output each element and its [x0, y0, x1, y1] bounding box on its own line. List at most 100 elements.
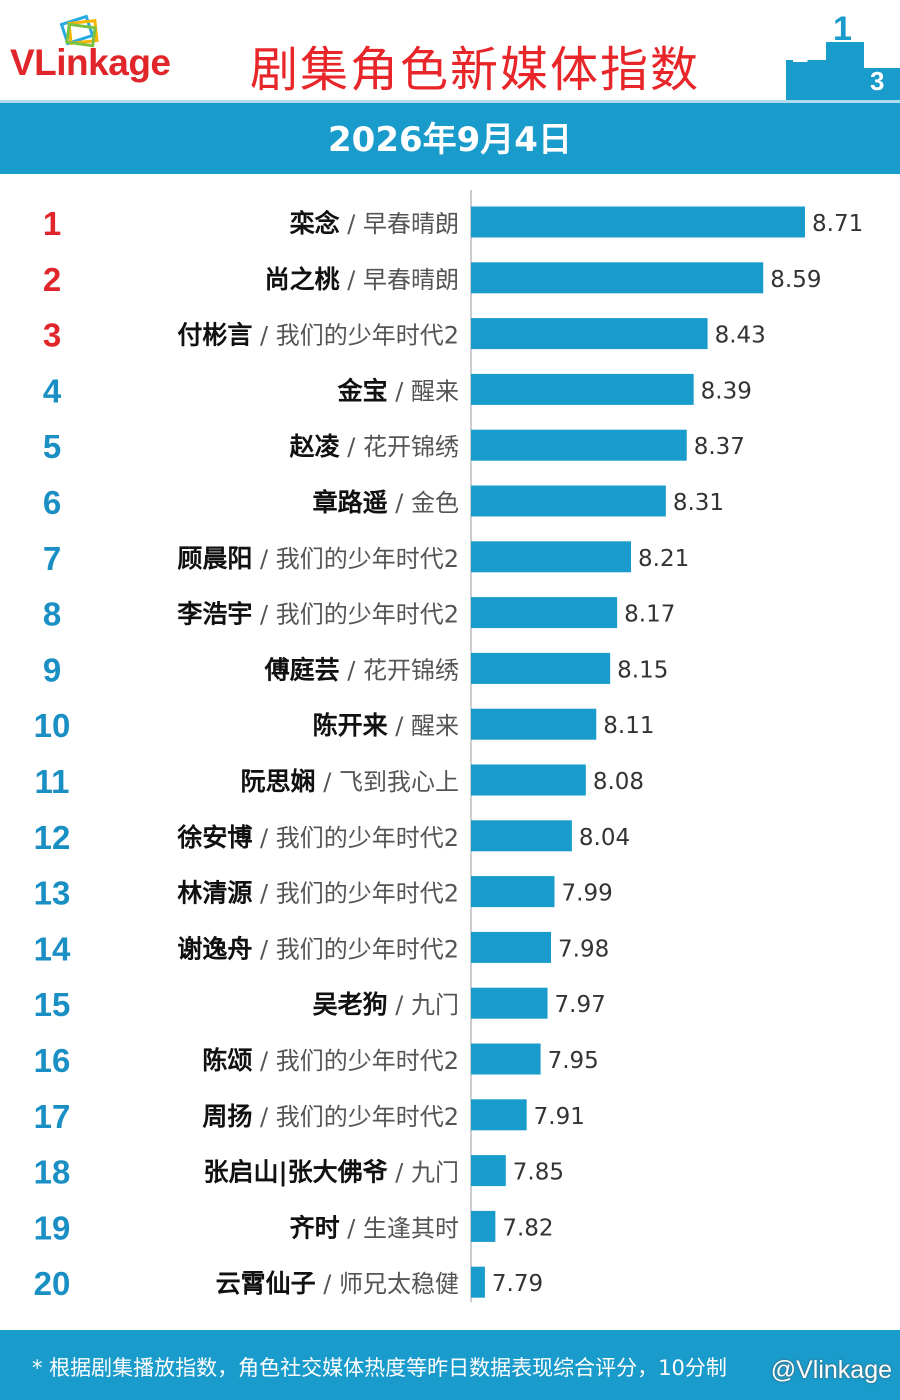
label-separator: / [340, 1214, 363, 1242]
value-label: 8.39 [701, 378, 752, 404]
rank-number: 6 [43, 484, 61, 521]
show-name: 早春晴朗 [363, 210, 459, 238]
bar [471, 485, 666, 517]
rank-number: 4 [43, 372, 62, 409]
bar [471, 708, 597, 740]
value-label: 7.91 [534, 1104, 585, 1130]
row-label: 栾念 / 早春晴朗 [289, 209, 459, 238]
label-separator: / [340, 266, 363, 294]
footer: * 根据剧集播放指数，角色社交媒体热度等昨日数据表现综合评分，10分制 @Vli… [0, 1330, 900, 1400]
rank-number: 14 [34, 930, 71, 967]
row-label: 章路遥 / 金色 [313, 488, 459, 517]
bar [471, 876, 555, 908]
character-name: 章路遥 [313, 488, 388, 517]
row-label: 林清源 / 我们的少年时代2 [177, 879, 459, 908]
value-label: 8.59 [770, 267, 821, 293]
value-label: 8.21 [638, 546, 689, 572]
bar [471, 1043, 541, 1075]
rank-number: 7 [43, 540, 61, 577]
rank-number: 16 [34, 1042, 71, 1079]
value-label: 7.95 [548, 1048, 599, 1074]
date-label: 2026年9月4日 [328, 120, 572, 160]
value-label: 8.11 [603, 713, 654, 739]
character-name: 齐时 [290, 1213, 340, 1242]
bar [471, 541, 632, 573]
bar [471, 373, 694, 405]
character-name: 张启山|张大佛爷 [204, 1158, 389, 1187]
label-separator: / [340, 656, 363, 684]
row-label: 吴老狗 / 九门 [313, 990, 459, 1019]
logo-frames-icon [59, 14, 99, 48]
show-name: 九门 [411, 991, 459, 1019]
label-separator: / [316, 1270, 339, 1298]
row-label: 云霄仙子 / 师兄太稳健 [216, 1269, 459, 1298]
footnote: * 根据剧集播放指数，角色社交媒体热度等昨日数据表现综合评分，10分制 [32, 1356, 727, 1380]
label-separator: / [340, 210, 363, 238]
rank-number: 2 [43, 261, 61, 298]
row-label: 阮思娴 / 飞到我心上 [241, 767, 459, 796]
row-label: 李浩宇 / 我们的少年时代2 [177, 600, 459, 629]
rank-number: 15 [34, 986, 71, 1023]
bar [471, 1210, 496, 1242]
row-label: 赵凌 / 花开锦绣 [289, 432, 459, 461]
row-label: 周扬 / 我们的少年时代2 [202, 1102, 459, 1131]
rank-number: 12 [34, 819, 71, 856]
row-label: 傅庭芸 / 花开锦绣 [264, 655, 459, 684]
row-label: 金宝 / 醒来 [337, 376, 459, 405]
show-name: 生逢其时 [363, 1214, 459, 1242]
label-separator: / [252, 545, 275, 573]
row-label: 张启山|张大佛爷 / 九门 [204, 1158, 459, 1187]
rank-number: 19 [34, 1209, 71, 1246]
value-label: 8.15 [617, 657, 668, 683]
value-label: 8.43 [715, 323, 766, 349]
value-label: 8.31 [673, 490, 724, 516]
show-name: 我们的少年时代2 [276, 1103, 459, 1131]
label-separator: / [252, 1047, 275, 1075]
character-name: 云霄仙子 [216, 1269, 316, 1298]
rank-number: 3 [43, 317, 61, 354]
label-separator: / [316, 768, 339, 796]
show-name: 我们的少年时代2 [276, 824, 459, 852]
show-name: 我们的少年时代2 [276, 545, 459, 573]
row-label: 顾晨阳 / 我们的少年时代2 [177, 544, 459, 573]
weibo-watermark: @Vlinkage [770, 1356, 892, 1384]
bar [471, 820, 572, 852]
character-name: 陈开来 [313, 711, 389, 740]
character-name: 吴老狗 [313, 990, 388, 1019]
show-name: 飞到我心上 [339, 768, 459, 796]
label-separator: / [252, 601, 275, 629]
show-name: 我们的少年时代2 [276, 880, 459, 908]
show-name: 我们的少年时代2 [276, 935, 459, 963]
svg-text:2: 2 [792, 36, 809, 69]
header: VLinkage 剧集角色新媒体指数 1 2 3 [0, 0, 900, 100]
show-name: 师兄太稳健 [339, 1270, 459, 1298]
show-name: 我们的少年时代2 [276, 601, 459, 629]
character-name: 金宝 [337, 376, 388, 405]
bar [471, 1266, 485, 1298]
show-name: 我们的少年时代2 [276, 1047, 459, 1075]
value-label: 8.04 [579, 825, 630, 851]
value-label: 7.99 [562, 881, 613, 907]
vlinkage-logo: VLinkage [10, 14, 210, 94]
svg-text:1: 1 [833, 10, 852, 48]
ranking-bar-chart: 1 栾念 / 早春晴朗 8.71 2 尚之桃 / 早春晴朗 8.59 3 付彬言 / 我们的少… [34, 190, 863, 1303]
character-name: 周扬 [202, 1102, 252, 1131]
character-name: 陈颂 [202, 1046, 252, 1075]
bar [471, 987, 548, 1019]
character-name: 傅庭芸 [264, 655, 340, 684]
character-name: 林清源 [177, 879, 252, 908]
show-name: 醒来 [411, 377, 459, 405]
show-name: 金色 [411, 489, 459, 517]
label-separator: / [388, 377, 411, 405]
character-name: 徐安博 [176, 823, 252, 852]
row-label: 徐安博 / 我们的少年时代2 [176, 823, 459, 852]
rank-number: 10 [34, 707, 71, 744]
label-separator: / [388, 489, 411, 517]
rank-number: 9 [43, 651, 61, 688]
character-name: 阮思娴 [241, 767, 316, 796]
show-name: 醒来 [411, 712, 459, 740]
show-name: 花开锦绣 [363, 433, 459, 461]
bar [471, 1155, 506, 1187]
value-label: 7.98 [558, 936, 609, 962]
value-label: 8.37 [694, 434, 745, 460]
